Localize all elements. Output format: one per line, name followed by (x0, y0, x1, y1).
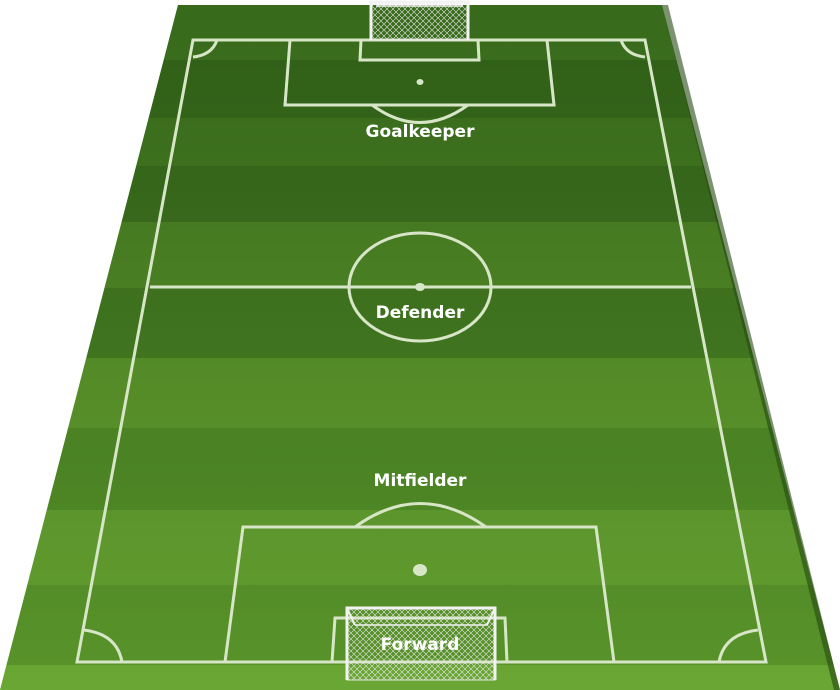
top-penalty-spot (416, 79, 424, 85)
bottom-penalty-area (223, 525, 616, 664)
bottom-penalty-spot (413, 564, 427, 576)
grass-stripes (0, 5, 840, 690)
center-spot (415, 283, 425, 291)
corner-arc-top-left (192, 39, 219, 59)
top-goal (369, 0, 470, 41)
corner-arc-bottom-left (83, 628, 124, 663)
goalkeeper-label: Goalkeeper (366, 122, 476, 142)
pitch-edge (662, 5, 840, 690)
defender-label: Defender (376, 303, 465, 323)
top-penalty-arc (371, 103, 469, 124)
forward-label: Forward (381, 635, 460, 655)
center-circle (347, 231, 493, 343)
bottom-penalty-arc (354, 502, 487, 529)
corner-arc-top-right (619, 39, 646, 59)
midfielder-label: Mitfielder (374, 471, 468, 491)
corner-arc-bottom-right (717, 628, 759, 663)
bottom-goal (345, 606, 497, 681)
